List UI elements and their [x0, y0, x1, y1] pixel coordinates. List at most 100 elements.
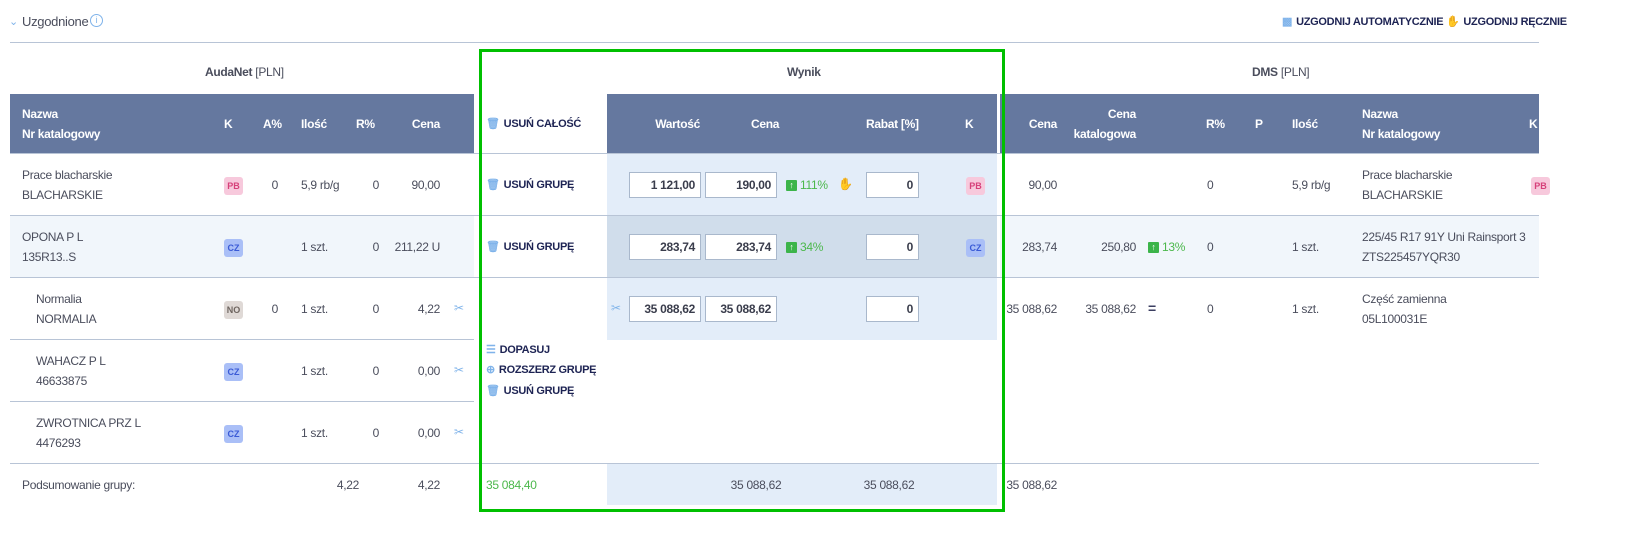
scissors-icon[interactable]: ✂ — [454, 301, 464, 315]
col-dms-qty: Ilość — [1292, 117, 1318, 131]
trash-icon: 🗑 — [486, 179, 500, 191]
wynik-header — [607, 94, 997, 153]
price-input[interactable]: 283,74 — [705, 234, 777, 260]
dms-catalog: BLACHARSKIE — [1362, 188, 1443, 202]
category-badge: NO — [224, 301, 243, 319]
col-a: A% — [263, 117, 282, 131]
scissors-icon[interactable]: ✂ — [454, 425, 464, 439]
item-a: 0 — [271, 302, 279, 316]
delete-group-button[interactable]: 🗑 USUŃ GRUPĘ — [486, 239, 574, 255]
dms-r: 0 — [1207, 302, 1214, 316]
category-badge: PB — [1531, 177, 1550, 195]
equal-icon: = — [1148, 300, 1156, 316]
section-title: Uzgodnione — [22, 14, 89, 29]
delete-group-label: USUŃ GRUPĘ — [503, 385, 575, 397]
dms-catalog: 05L100031E — [1362, 312, 1428, 326]
dms-name: Prace blacharskie — [1362, 168, 1453, 182]
trash-icon: 🗑 — [486, 241, 500, 253]
col-dms-name: Nazwa — [1362, 107, 1398, 121]
hand-icon[interactable]: ✋ — [838, 177, 853, 191]
dms-catalog: ZTS225457YQR30 — [1362, 250, 1460, 264]
highlight-frame — [479, 49, 1005, 512]
col-dms-r: R% — [1206, 117, 1225, 131]
item-qty: 5,9 rb/g — [301, 178, 340, 192]
item-r: 0 — [372, 178, 380, 192]
item-catalog: 135R13..S — [22, 250, 77, 264]
dms-price: 90,00 — [1028, 178, 1057, 192]
audanet-header — [10, 94, 474, 153]
chevron-down-icon[interactable]: ⌄ — [9, 16, 18, 28]
col-dms-catalog: Nr katalogowy — [1362, 127, 1441, 141]
col-price: Cena — [411, 117, 440, 131]
audanet-title: AudaNet [PLN] — [205, 65, 284, 79]
category-badge: CZ — [224, 425, 243, 443]
delete-all-button[interactable]: 🗑 USUŃ CAŁOŚĆ — [486, 116, 581, 132]
category-badge: CZ — [224, 239, 243, 257]
info-icon[interactable]: i — [90, 14, 103, 27]
delete-all-label: USUŃ CAŁOŚĆ — [503, 118, 582, 130]
item-name: Prace blacharskie — [22, 168, 113, 182]
dms-catalog-price: 250,80 — [1101, 240, 1136, 254]
arrow-up-icon: ↑ — [786, 180, 797, 192]
col-value: Wartość — [655, 117, 700, 131]
match-button[interactable]: ☰ DOPASUJ — [486, 342, 550, 358]
col-catalog-price-2: katalogowa — [1073, 127, 1137, 141]
summary-difference: 35 084,40 — [486, 478, 537, 492]
trash-icon: 🗑 — [486, 118, 500, 130]
scissors-icon[interactable]: ✂ — [611, 301, 621, 315]
col-qty: Ilość — [301, 117, 327, 131]
col-wynik-k: K — [965, 117, 974, 131]
summary-dms-price: 35 088,62 — [1006, 478, 1057, 492]
expand-group-button[interactable]: ⊕ ROZSZERZ GRUPĘ — [486, 362, 596, 378]
value-input[interactable]: 35 088,62 — [629, 296, 701, 322]
rabat-input[interactable]: 0 — [866, 296, 919, 322]
item-r: 0 — [372, 240, 380, 254]
match-label: DOPASUJ — [499, 344, 551, 356]
price-input[interactable]: 35 088,62 — [705, 296, 777, 322]
item-a: 0 — [271, 178, 279, 192]
dms-catalog-price: 35 088,62 — [1085, 302, 1136, 316]
trash-icon: 🗑 — [486, 385, 500, 397]
dms-r: 0 — [1207, 178, 1214, 192]
row-bg — [1000, 216, 1539, 277]
category-badge: PB — [966, 177, 985, 195]
delete-group-label: USUŃ GRUPĘ — [503, 241, 575, 253]
delete-group-button[interactable]: 🗑 USUŃ GRUPĘ — [486, 177, 574, 193]
dms-header — [1000, 94, 1539, 153]
item-name: Normalia — [36, 292, 82, 306]
price-input[interactable]: 190,00 — [705, 172, 777, 198]
col-k: K — [224, 117, 233, 131]
catalog-price-change: ↑ 13% — [1148, 239, 1185, 255]
col-dms-price: Cena — [1028, 117, 1057, 131]
col-dms-k: K — [1529, 117, 1538, 131]
arrow-up-icon: ↑ — [1148, 242, 1159, 254]
col-dms-p: P — [1255, 117, 1263, 131]
rabat-input[interactable]: 0 — [866, 172, 919, 198]
dms-qty: 1 szt. — [1292, 240, 1319, 254]
summary-left-price: 4,22 — [417, 478, 440, 492]
summary-wynik-rabat: 35 088,62 — [863, 478, 915, 492]
col-wynik-price: Cena — [751, 117, 780, 131]
value-input[interactable]: 1 121,00 — [629, 172, 701, 198]
dms-title: DMS [PLN] — [1252, 65, 1310, 79]
dms-qty: 5,9 rb/g — [1292, 178, 1331, 192]
item-r: 0 — [372, 426, 380, 440]
hand-icon: ✋ — [1446, 16, 1460, 28]
auto-reconcile-label: UZGODNIJ AUTOMATYCZNIE — [1296, 16, 1444, 28]
value-input[interactable]: 283,74 — [629, 234, 701, 260]
scissors-icon[interactable]: ✂ — [454, 363, 464, 377]
item-name: WAHACZ P L — [36, 354, 106, 368]
rabat-input[interactable]: 0 — [866, 234, 919, 260]
item-qty: 1 szt. — [301, 302, 328, 316]
wynik-title: Wynik — [787, 65, 821, 79]
dms-price: 283,74 — [1022, 240, 1057, 254]
item-catalog: NORMALIA — [36, 312, 97, 326]
delete-group-button[interactable]: 🗑 USUŃ GRUPĘ — [486, 383, 574, 399]
auto-reconcile-button[interactable]: ▩ UZGODNIJ AUTOMATYCZNIE — [1282, 14, 1444, 30]
col-catalog: Nr katalogowy — [22, 127, 101, 141]
manual-reconcile-button[interactable]: ✋ UZGODNIJ RĘCZNIE — [1446, 14, 1567, 30]
plus-circle-icon: ⊕ — [486, 364, 495, 376]
item-price: 0,00 — [417, 364, 440, 378]
item-r: 0 — [372, 364, 380, 378]
item-name: ZWROTNICA PRZ L — [36, 416, 141, 430]
